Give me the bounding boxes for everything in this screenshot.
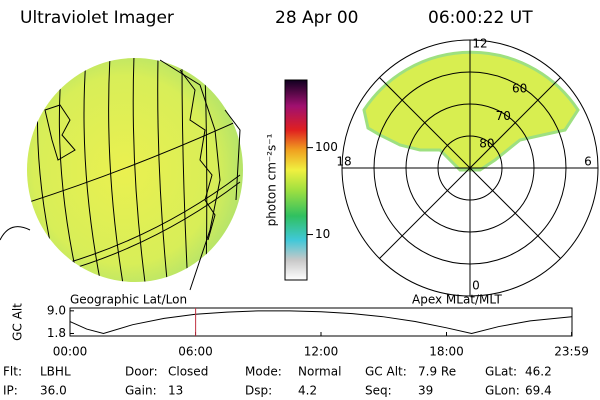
polar-ring-label: 70 — [496, 109, 511, 123]
field-value: Normal — [298, 365, 341, 379]
polar-ring-label: 60 — [512, 82, 527, 96]
time: 06:00:22 UT — [428, 8, 533, 28]
y-tick-label: 9.0 — [47, 303, 66, 317]
field-value: 4.2 — [298, 384, 317, 398]
colorbar-tick-label: 100 — [315, 140, 338, 154]
field-label: GLat: — [485, 365, 517, 379]
field-label: GC Alt: — [365, 365, 407, 379]
colorbar: photon cm⁻²s⁻¹ 10 100 — [265, 79, 338, 281]
field-value: 39 — [418, 384, 433, 398]
colorbar-label: photon cm⁻²s⁻¹ — [265, 133, 279, 226]
polar-label: Apex MLat/MLT — [412, 293, 502, 307]
field-label: Mode: — [245, 365, 282, 379]
field-value: 13 — [168, 384, 183, 398]
instrument: Ultraviolet Imager — [20, 8, 174, 28]
polar-grid — [341, 39, 599, 297]
status-fields: Flt: LBHL Door: Closed Mode: Normal GC Alt: 7.9… — [3, 365, 552, 398]
polar-hour-label: 18 — [336, 155, 351, 169]
x-tick-label: 12:00 — [304, 345, 339, 359]
left-panel-label: Geographic Lat/Lon — [70, 293, 187, 307]
x-tick-label: 23:59 — [554, 345, 589, 359]
field-label: Gain: — [125, 384, 157, 398]
date: 28 Apr 00 — [275, 8, 358, 28]
polar-hour-label: 12 — [472, 37, 487, 51]
colorbar-tick-label: 10 — [315, 227, 330, 241]
globe-image — [0, 58, 243, 291]
polar-image — [362, 50, 580, 172]
field-value: LBHL — [40, 365, 71, 379]
polar-hour-label: 0 — [472, 279, 480, 293]
altitude-curve — [69, 310, 572, 335]
field-value: 7.9 Re — [418, 365, 456, 379]
field-value: Closed — [168, 365, 208, 379]
polar-spoke — [379, 77, 561, 259]
field-value: 69.4 — [525, 384, 552, 398]
x-tick-label: 18:00 — [429, 345, 464, 359]
field-label: GLon: — [485, 384, 520, 398]
altitude-plot: GC Alt 9.0 1.8 00:00 06:00 12:00 18:00 23:59 — [11, 303, 589, 359]
x-tick-label: 00:00 — [53, 345, 88, 359]
y-axis-label: GC Alt — [11, 303, 25, 341]
y-tick-label: 1.8 — [47, 326, 66, 340]
polar-ring-label: 80 — [479, 137, 494, 151]
field-value: 36.0 — [40, 384, 67, 398]
x-tick-label: 06:00 — [178, 345, 213, 359]
field-label: Dsp: — [245, 384, 272, 398]
field-label: Seq: — [365, 384, 392, 398]
colorbar-gradient — [284, 79, 308, 281]
field-label: Flt: — [3, 365, 22, 379]
field-label: Door: — [125, 365, 158, 379]
polar-hour-label: 6 — [584, 155, 592, 169]
field-value: 46.2 — [525, 365, 552, 379]
field-label: IP: — [3, 384, 18, 398]
